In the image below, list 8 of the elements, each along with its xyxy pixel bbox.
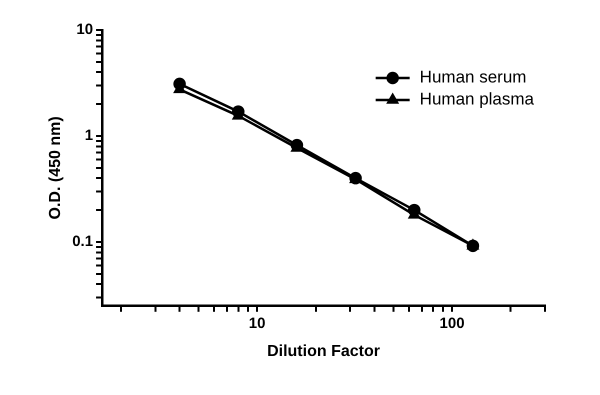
legend-label: Human serum: [420, 68, 526, 87]
x-axis-title: Dilution Factor: [267, 342, 380, 360]
x-tick-label: 100: [440, 314, 465, 332]
y-tick-label: 0.1: [72, 233, 94, 250]
y-tick-label: 1: [84, 127, 94, 144]
y-tick-label: 10: [76, 21, 94, 38]
legend-label: Human plasma: [420, 90, 535, 109]
y-axis-title: O.D. (450 nm): [47, 116, 64, 220]
